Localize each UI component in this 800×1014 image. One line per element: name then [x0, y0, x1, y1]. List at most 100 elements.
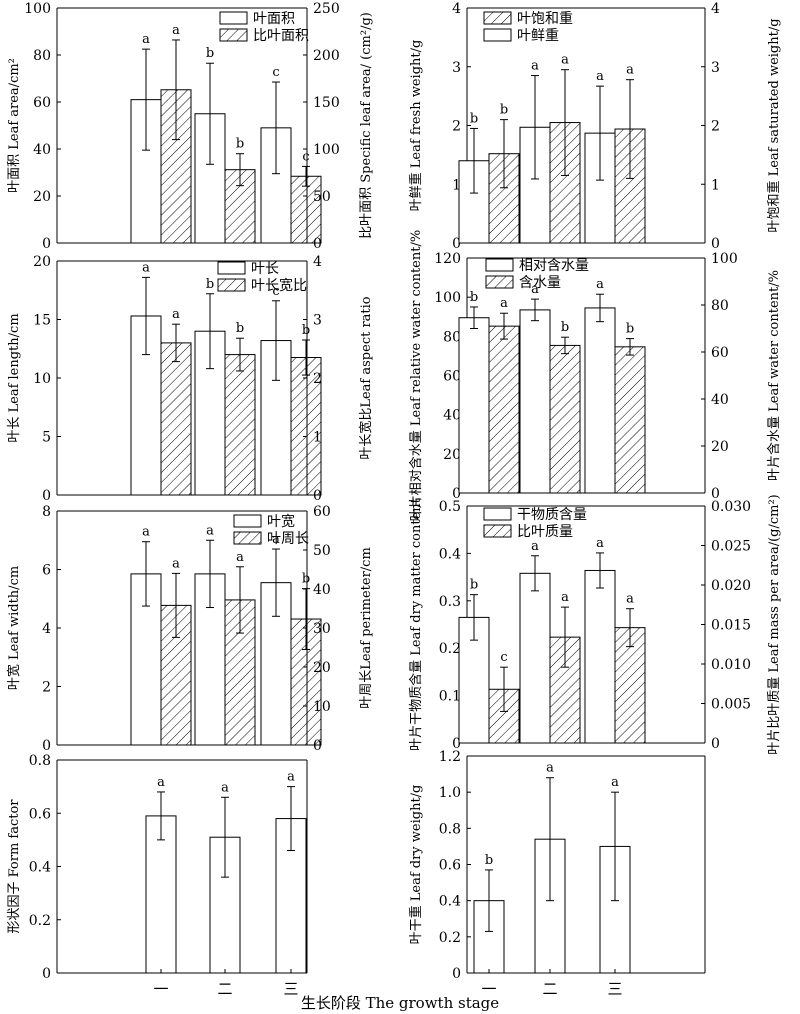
y-right-tick-label: 60 [313, 504, 331, 520]
y-left-tick-label: 5 [42, 430, 51, 446]
y-right-tick-label: 250 [313, 1, 340, 17]
y-axis-right-title: 叶饱和重 Leaf saturated weight/g [766, 18, 782, 232]
significance-letter: b [236, 137, 244, 152]
significance-letter: a [531, 539, 539, 554]
y-axis-left-title: 叶宽 Leaf width/cm [6, 566, 22, 690]
legend-swatch [219, 28, 248, 42]
legend-label: 叶鲜重 [517, 28, 559, 44]
y-left-tick-label: 2 [42, 680, 51, 696]
y-right-tick-label: 0.030 [711, 499, 751, 515]
legend-label: 叶宽 [267, 513, 295, 530]
y-right-tick-label: 40 [313, 582, 331, 598]
significance-letter: b [470, 578, 478, 593]
significance-letter: b [302, 323, 310, 338]
y-left-tick-label: 80 [33, 48, 51, 64]
x-tick-label: 三 [607, 980, 622, 998]
significance-letter: c [272, 284, 279, 299]
x-tick-label: 二 [542, 980, 557, 998]
y-right-tick-label: 0 [313, 738, 322, 754]
y-left-tick-label: 8 [42, 504, 51, 520]
significance-letter: b [236, 321, 244, 336]
y-right-tick-label: 0 [711, 486, 720, 502]
x-tick-label: 三 [283, 980, 298, 998]
significance-letter: b [470, 111, 478, 126]
y-right-tick-label: 0 [313, 488, 322, 504]
y-right-tick-label: 0.005 [711, 697, 751, 713]
y-left-tick-label: 4 [42, 621, 51, 637]
y-left-tick-label: 60 [33, 95, 51, 111]
y-axis-left-title: 叶片干物质含量 Leaf dry matter content [408, 497, 424, 751]
significance-letter: c [500, 650, 507, 665]
y-left-tick-label: 20 [33, 254, 51, 270]
y-right-tick-label: 3 [711, 60, 720, 76]
y-axis-left-title: 叶片相对含水量 Leaf relative water content/% [408, 230, 424, 521]
significance-letter: a [561, 53, 569, 68]
y-right-tick-label: 4 [313, 254, 322, 270]
bar [584, 569, 616, 744]
y-axis-left-title: 叶长 Leaf length/cm [7, 313, 22, 442]
significance-letter: a [172, 307, 180, 322]
significance-letter: a [611, 775, 619, 790]
legend-label: 相对含水量 [519, 258, 589, 274]
legend-swatch [483, 524, 512, 538]
significance-letter: a [272, 532, 280, 547]
y-right-tick-label: 3 [313, 313, 322, 329]
legend-label: 比叶质量 [517, 524, 573, 540]
significance-letter: b [500, 103, 508, 118]
significance-letter: a [626, 592, 634, 607]
significance-letter: a [561, 590, 569, 605]
x-tick-label: 一 [481, 980, 496, 998]
bar [160, 342, 192, 496]
y-left-tick-label: 3 [452, 60, 461, 76]
y-left-tick-label: 0.4 [439, 546, 461, 562]
legend-swatch [233, 514, 262, 528]
x-axis-title: 生长阶段 The growth stage [301, 994, 499, 1012]
y-left-tick-label: 0 [42, 236, 51, 252]
significance-letter: a [626, 63, 634, 78]
bar [458, 317, 490, 494]
legend-swatch [485, 258, 514, 272]
significance-letter: c [272, 65, 279, 80]
significance-letter: c [302, 149, 309, 164]
bar [488, 153, 520, 244]
significance-letter: a [596, 69, 604, 84]
y-left-tick-label: 15 [33, 313, 51, 329]
y-right-tick-label: 0.010 [711, 657, 751, 673]
legend-swatch [217, 261, 246, 275]
y-axis-right-title: 叶周长Leaf perimeter/cm [359, 547, 374, 709]
legend-label: 叶面积 [253, 11, 295, 27]
legend-label: 叶长 [251, 261, 279, 277]
bar [224, 354, 256, 496]
bar [130, 573, 162, 746]
y-right-tick-label: 100 [313, 142, 340, 158]
y-left-tick-label: 2 [452, 119, 461, 135]
y-right-tick-label: 60 [711, 345, 729, 361]
chart-panel-2: 0 1 2 3 4 0 1 2 3 4 叶鲜重 Leaf fresh weight/g 叶饱和重 Le… [408, 1, 782, 252]
legend-swatch [483, 507, 512, 521]
y-left-tick-label: 80 [443, 329, 461, 345]
legend-label: 干物质含量 [517, 507, 587, 523]
significance-letter: a [142, 32, 150, 47]
y-right-tick-label: 150 [313, 95, 340, 111]
significance-letter: a [596, 536, 604, 551]
bar [145, 815, 177, 974]
y-left-tick-label: 6 [42, 563, 51, 579]
y-left-tick-label: 100 [24, 1, 51, 17]
chart-panel-6: 0 0.1 0.2 0.3 0.4 0.5 0 0.005 0.010 0.015 0.020 0.0… [408, 494, 782, 755]
y-left-tick-label: 0 [452, 236, 461, 252]
y-left-tick-label: 0.3 [439, 594, 461, 610]
bar [488, 325, 520, 494]
significance-letter: b [206, 46, 214, 61]
y-left-tick-label: 20 [33, 189, 51, 205]
y-right-tick-label: 40 [711, 392, 729, 408]
y-left-tick-label: 20 [443, 447, 461, 463]
y-left-tick-label: 1.0 [439, 785, 461, 801]
chart-panel-8: 0 0.2 0.4 0.6 0.8 1.0 1.2 叶干重 Leaf dry weight/g… [408, 749, 706, 998]
significance-letter: a [172, 23, 180, 38]
y-left-tick-label: 0.8 [29, 753, 51, 769]
y-axis-left-title: 叶干重 Leaf dry weight/g [408, 785, 424, 945]
y-left-tick-label: 40 [33, 142, 51, 158]
significance-letter: a [142, 525, 150, 540]
